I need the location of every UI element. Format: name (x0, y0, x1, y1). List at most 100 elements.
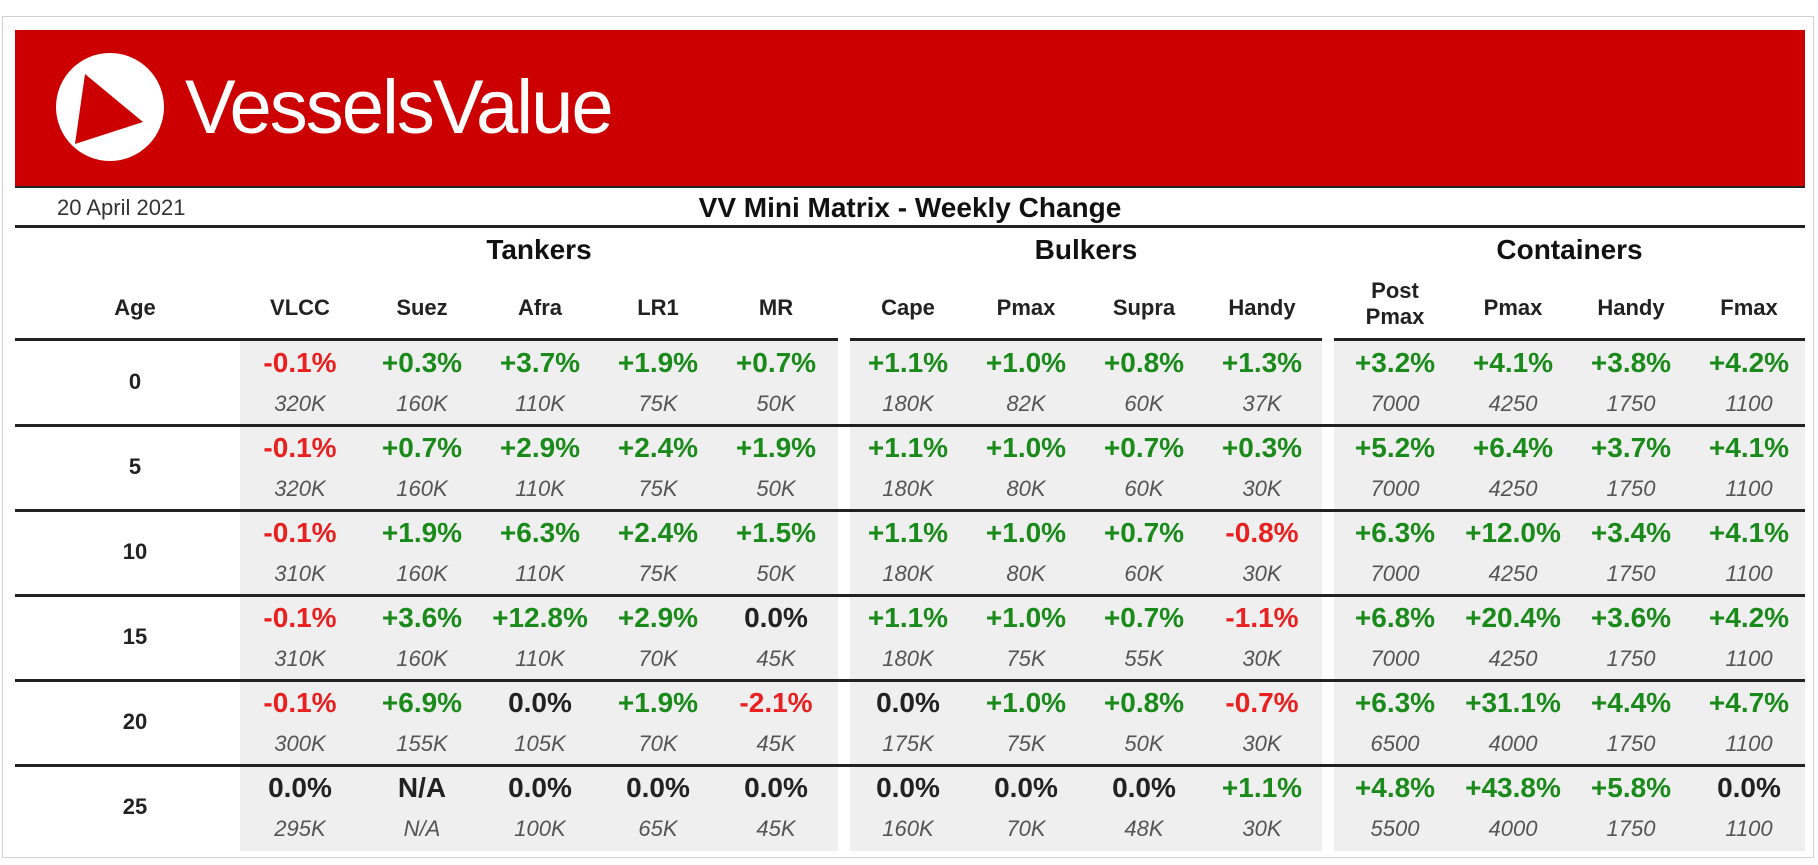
column-header-3: LR1 (637, 295, 679, 320)
column-header-2: Afra (517, 295, 562, 320)
weekly-change-value: +0.8% (1103, 687, 1185, 718)
weekly-change-value: +1.0% (985, 347, 1067, 378)
vessel-size-value: 30K (1242, 816, 1282, 841)
weekly-change-value: +3.7% (499, 347, 581, 378)
weekly-change-value: +4.7% (1708, 687, 1790, 718)
vessel-size-value: 1100 (1725, 391, 1773, 416)
vessel-size-value: 75K (638, 561, 678, 586)
group-header-tankers: Tankers (486, 234, 592, 265)
weekly-change-value: -0.1% (263, 602, 337, 633)
weekly-change-value: +3.6% (381, 602, 463, 633)
vessel-size-value: 60K (1124, 561, 1164, 586)
vessel-size-value: 180K (882, 561, 934, 586)
vessel-size-value: 1100 (1725, 561, 1773, 586)
weekly-change-value: +20.4% (1465, 602, 1561, 633)
weekly-change-value: +2.4% (617, 432, 699, 463)
vessel-size-value: 1100 (1725, 731, 1773, 756)
row-age-15: 15 (122, 624, 148, 649)
weekly-change-value: +6.8% (1354, 602, 1436, 633)
weekly-change-value: +1.9% (381, 517, 463, 548)
vessel-size-value: 110K (515, 646, 565, 671)
vessel-size-value: 7000 (1370, 476, 1420, 501)
column-header-11: Handy (1597, 295, 1665, 320)
weekly-change-value: +0.7% (1103, 602, 1185, 633)
weekly-change-value: +2.9% (617, 602, 699, 633)
weekly-change-value: +31.1% (1465, 687, 1561, 718)
vessel-size-value: 4250 (1488, 476, 1538, 501)
weekly-change-value: -0.8% (1225, 517, 1299, 548)
weekly-change-value: +4.8% (1354, 772, 1436, 803)
vessel-size-value: 80K (1006, 561, 1046, 586)
vessel-size-value: 7000 (1370, 391, 1420, 416)
report-title: VV Mini Matrix - Weekly Change (698, 192, 1122, 223)
header-rule-0 (15, 338, 838, 341)
brand-name: VesselsValue (185, 65, 614, 150)
weekly-change-value: +1.0% (985, 602, 1067, 633)
weekly-change-value: +1.0% (985, 517, 1067, 548)
weekly-change-value: +1.1% (867, 347, 949, 378)
vessel-size-value: 310K (274, 646, 326, 671)
weekly-change-value: 0.0% (994, 772, 1058, 803)
vessel-size-value: 50K (756, 476, 796, 501)
vessel-size-value: 6500 (1370, 731, 1420, 756)
weekly-change-value: +1.0% (985, 432, 1067, 463)
vessel-size-value: 180K (882, 646, 934, 671)
row-age-10: 10 (122, 539, 148, 564)
vessel-size-value: 75K (1006, 646, 1046, 671)
column-header-7: Supra (1112, 295, 1176, 320)
row-age-5: 5 (128, 454, 142, 479)
vessel-size-value: 45K (756, 646, 796, 671)
vessel-size-value: 48K (1124, 816, 1164, 841)
weekly-change-value: +4.1% (1708, 517, 1790, 548)
weekly-change-value: N/A (397, 772, 447, 803)
weekly-change-value: +4.1% (1472, 347, 1554, 378)
weekly-change-value: 0.0% (508, 687, 572, 718)
vessel-size-value: 70K (638, 731, 678, 756)
vessel-size-value: 75K (638, 476, 678, 501)
group-header-bulkers: Bulkers (1034, 234, 1138, 265)
row-divider (15, 509, 1805, 512)
vessel-size-value: 60K (1124, 476, 1164, 501)
vessel-size-value: 30K (1242, 731, 1282, 756)
weekly-change-value: +0.7% (381, 432, 463, 463)
vessel-size-value: 50K (756, 391, 796, 416)
weekly-change-value: 0.0% (268, 772, 332, 803)
weekly-change-value: +43.8% (1465, 772, 1561, 803)
weekly-change-value: +5.8% (1590, 772, 1672, 803)
vessel-size-value: 4250 (1488, 391, 1538, 416)
vessel-size-value: 175K (882, 731, 934, 756)
weekly-change-value: +6.3% (1354, 517, 1436, 548)
vessel-size-value: 45K (756, 816, 796, 841)
vessel-size-value: 75K (638, 391, 678, 416)
vessel-size-value: 50K (1124, 731, 1164, 756)
vessel-size-value: 7000 (1370, 646, 1420, 671)
weekly-change-value: +1.9% (617, 687, 699, 718)
vesselsvalue-logo-icon (56, 53, 164, 161)
column-header-9: Post Pmax (1365, 278, 1425, 330)
weekly-change-value: +12.8% (492, 602, 588, 633)
vessel-size-value: 160K (396, 561, 448, 586)
vessel-size-value: 4250 (1488, 646, 1538, 671)
vessel-size-value: 30K (1242, 646, 1282, 671)
vessel-size-value: 160K (396, 646, 448, 671)
weekly-change-value: -0.1% (263, 517, 337, 548)
weekly-change-value: -2.1% (739, 687, 813, 718)
vessel-size-value: 30K (1242, 561, 1282, 586)
vessel-size-value: 110K (515, 561, 565, 586)
column-header-0: VLCC (270, 295, 330, 320)
header-rule-1 (850, 338, 1322, 341)
column-header-12: Fmax (1720, 295, 1778, 320)
row-divider (15, 764, 1805, 767)
vessel-size-value: 37K (1242, 391, 1282, 416)
weekly-change-value: +1.1% (867, 432, 949, 463)
vessel-size-value: 160K (396, 476, 448, 501)
weekly-change-value: 0.0% (1717, 772, 1781, 803)
weekly-change-value: +2.4% (617, 517, 699, 548)
row-divider (15, 594, 1805, 597)
weekly-change-value: +6.3% (499, 517, 581, 548)
brand-banner: VesselsValue (15, 30, 1805, 186)
weekly-change-value: 0.0% (744, 772, 808, 803)
weekly-change-value: +0.7% (1103, 432, 1185, 463)
vessel-size-value: 50K (756, 561, 796, 586)
weekly-change-value: +2.9% (499, 432, 581, 463)
